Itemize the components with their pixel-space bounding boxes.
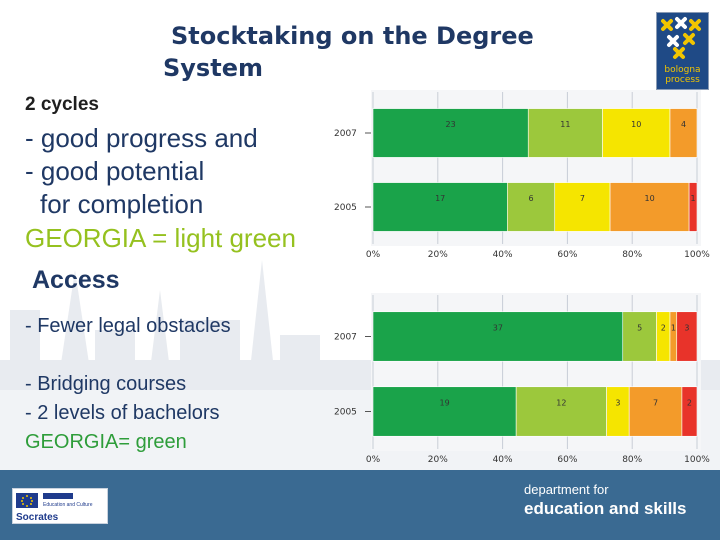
socrates-logo: Education and Culture Socrates: [12, 488, 108, 524]
bar-segment: [681, 386, 698, 437]
category-label: 2007: [334, 333, 357, 343]
bar-value-label: 10: [631, 120, 641, 129]
bar-segment: [507, 182, 556, 232]
text-georgia-green: GEORGIA= green: [25, 431, 187, 453]
text-fewer-legal-obstacles: - Fewer legal obstacles: [25, 315, 231, 337]
bar-segment: [372, 311, 624, 362]
bar-segment: [628, 386, 683, 437]
bar-segment: [688, 182, 698, 232]
chart-2-cycles: 0% 20% 40% 60% 80% 100% 2007 23 11 10 4 2005 17 6 7 10 1: [334, 90, 710, 260]
bar-segment: [527, 108, 603, 158]
logo-label: bologna process: [664, 65, 701, 85]
bar-value-label: 3: [684, 324, 689, 333]
bar-segment: [606, 386, 630, 437]
bar-value-label: 19: [439, 399, 449, 408]
bar-value-label: 5: [637, 324, 642, 333]
bar-segment: [372, 108, 529, 158]
bar-segment: [602, 108, 671, 158]
text-good-progress: - good progress and: [25, 123, 258, 153]
bar-value-label: 1: [671, 324, 676, 333]
bologna-stars-icon: [661, 17, 701, 59]
socrates-tagline: Education and Culture: [43, 502, 93, 508]
x-tick-label: 40%: [493, 455, 513, 465]
dfes-line-2: education and skills: [524, 499, 687, 518]
slide-title: Stocktaking on the Degree System: [163, 20, 534, 84]
x-tick-label: 0%: [366, 250, 381, 260]
text-levels-of-bachelors: - 2 levels of bachelors: [25, 402, 220, 424]
x-tick-label: 80%: [622, 455, 642, 465]
bar-value-label: 7: [580, 194, 585, 203]
x-tick-label: 60%: [557, 250, 577, 260]
bar-value-label: 1: [691, 194, 696, 203]
footer-band: [0, 470, 720, 540]
text-bridging-courses: - Bridging courses: [25, 373, 187, 395]
bar-segment: [372, 386, 517, 437]
text-georgia-light-green: GEORGIA = light green: [25, 223, 296, 253]
dfes-line-1: department for: [524, 482, 609, 497]
bar-value-label: 7: [653, 399, 658, 408]
bar-segment: [656, 311, 671, 362]
x-tick-label: 100%: [684, 455, 710, 465]
title-line-2: System: [163, 54, 263, 82]
eu-flag-icon: Education and Culture Socrates: [16, 493, 93, 523]
bar-value-label: 2: [687, 399, 692, 408]
bar-value-label: 2: [661, 324, 666, 333]
bar-value-label: 23: [446, 120, 456, 129]
bar-segment: [554, 182, 611, 232]
bar-segment: [622, 311, 657, 362]
bar-segment: [372, 182, 508, 232]
bar-segment: [669, 108, 698, 158]
subtitle-cycles: 2 cycles: [25, 94, 99, 115]
x-tick-label: 100%: [684, 250, 710, 260]
dfes-logo: department for education and skills: [524, 482, 687, 520]
category-label: 2007: [334, 129, 357, 139]
x-tick-label: 40%: [493, 250, 513, 260]
x-tick-label: 60%: [557, 455, 577, 465]
text-good-potential: - good potential: [25, 156, 205, 186]
x-tick-label: 20%: [428, 455, 448, 465]
text-for-completion: for completion: [40, 189, 204, 219]
bar-value-label: 12: [556, 399, 566, 408]
bar-value-label: 17: [435, 194, 445, 203]
bologna-process-logo: bologna process: [656, 12, 709, 90]
x-tick-label: 0%: [366, 455, 381, 465]
x-tick-label: 20%: [428, 250, 448, 260]
bar-value-label: 10: [644, 194, 654, 203]
socrates-label: Socrates: [16, 512, 59, 523]
bar-value-label: 4: [681, 120, 686, 129]
bar-value-label: 37: [493, 324, 503, 333]
bar-value-label: 3: [615, 399, 620, 408]
category-label: 2005: [334, 203, 357, 213]
x-tick-label: 80%: [622, 250, 642, 260]
title-line-1: Stocktaking on the Degree: [171, 22, 534, 50]
bar-segment: [609, 182, 690, 232]
bar-value-label: 6: [529, 194, 534, 203]
access-heading: Access: [32, 266, 120, 294]
bar-segment: [669, 311, 678, 362]
bar-value-label: 11: [560, 120, 570, 129]
category-label: 2005: [334, 408, 357, 418]
bar-segment: [676, 311, 698, 362]
bar-segment: [515, 386, 607, 437]
